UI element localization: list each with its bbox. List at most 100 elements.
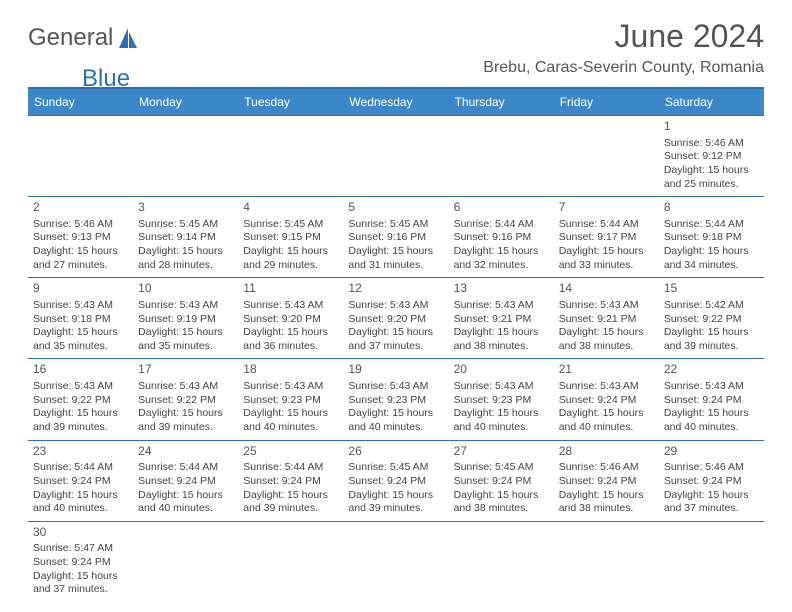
day-number: 14 — [559, 281, 654, 297]
calendar-day-cell: 15Sunrise: 5:42 AMSunset: 9:22 PMDayligh… — [659, 278, 764, 359]
sunrise-text: Sunrise: 5:43 AM — [454, 380, 549, 394]
daylight-text: Daylight: 15 hours and 40 minutes. — [33, 489, 128, 516]
sunset-text: Sunset: 9:24 PM — [243, 475, 338, 489]
day-number: 3 — [138, 200, 233, 216]
calendar-week-row: 30Sunrise: 5:47 AMSunset: 9:24 PMDayligh… — [28, 521, 764, 602]
calendar-empty-cell — [343, 116, 448, 197]
weekday-header: Thursday — [449, 88, 554, 116]
daylight-text: Daylight: 15 hours and 34 minutes. — [664, 245, 759, 272]
calendar-day-cell: 29Sunrise: 5:46 AMSunset: 9:24 PMDayligh… — [659, 440, 764, 521]
sunrise-text: Sunrise: 5:46 AM — [559, 461, 654, 475]
calendar-empty-cell — [133, 116, 238, 197]
sunset-text: Sunset: 9:24 PM — [33, 475, 128, 489]
daylight-text: Daylight: 15 hours and 31 minutes. — [348, 245, 443, 272]
sunrise-text: Sunrise: 5:46 AM — [664, 461, 759, 475]
sunset-text: Sunset: 9:17 PM — [559, 231, 654, 245]
daylight-text: Daylight: 15 hours and 28 minutes. — [138, 245, 233, 272]
daylight-text: Daylight: 15 hours and 40 minutes. — [454, 407, 549, 434]
daylight-text: Daylight: 15 hours and 40 minutes. — [348, 407, 443, 434]
sunrise-text: Sunrise: 5:43 AM — [243, 299, 338, 313]
daylight-text: Daylight: 15 hours and 38 minutes. — [454, 489, 549, 516]
sunrise-text: Sunrise: 5:45 AM — [243, 218, 338, 232]
daylight-text: Daylight: 15 hours and 27 minutes. — [33, 245, 128, 272]
calendar-day-cell: 26Sunrise: 5:45 AMSunset: 9:24 PMDayligh… — [343, 440, 448, 521]
daylight-text: Daylight: 15 hours and 35 minutes. — [33, 326, 128, 353]
day-number: 15 — [664, 281, 759, 297]
weekday-header: Tuesday — [238, 88, 343, 116]
daylight-text: Daylight: 15 hours and 38 minutes. — [559, 489, 654, 516]
sunset-text: Sunset: 9:21 PM — [454, 313, 549, 327]
page-header: General June 2024 Brebu, Caras-Severin C… — [28, 18, 764, 77]
calendar-day-cell: 2 Sunrise: 5:46 AMSunset: 9:13 PMDaylight… — [28, 197, 133, 278]
calendar-day-cell: 21Sunrise: 5:43 AMSunset: 9:24 PMDayligh… — [554, 359, 659, 440]
weekday-header: Friday — [554, 88, 659, 116]
sunset-text: Sunset: 9:19 PM — [138, 313, 233, 327]
weekday-header: Monday — [133, 88, 238, 116]
calendar-day-cell: 13 Sunrise: 5:43 AMSunset: 9:21 PMDayligh… — [449, 278, 554, 359]
calendar-empty-cell — [449, 116, 554, 197]
sunset-text: Sunset: 9:20 PM — [243, 313, 338, 327]
day-number: 11 — [243, 281, 338, 297]
daylight-text: Daylight: 15 hours and 38 minutes. — [454, 326, 549, 353]
calendar-week-row: 2Sunrise: 5:46 AMSunset: 9:13 PMDaylight… — [28, 197, 764, 278]
daylight-text: Daylight: 15 hours and 32 minutes. — [454, 245, 549, 272]
sunrise-text: Sunrise: 5:44 AM — [243, 461, 338, 475]
day-number: 13 — [454, 281, 549, 297]
sunrise-text: Sunrise: 5:43 AM — [348, 299, 443, 313]
day-number: 9 — [33, 281, 128, 297]
sunset-text: Sunset: 9:24 PM — [454, 475, 549, 489]
daylight-text: Daylight: 15 hours and 37 minutes. — [33, 570, 128, 597]
daylight-text: Daylight: 15 hours and 39 minutes. — [138, 407, 233, 434]
calendar-day-cell: 25Sunrise: 5:44 AMSunset: 9:24 PMDayligh… — [238, 440, 343, 521]
calendar-body: 1Sunrise: 5:46 AMSunset: 9:12 PMDaylight… — [28, 116, 764, 602]
daylight-text: Daylight: 15 hours and 35 minutes. — [138, 326, 233, 353]
sunrise-text: Sunrise: 5:43 AM — [348, 380, 443, 394]
daylight-text: Daylight: 15 hours and 40 minutes. — [138, 489, 233, 516]
sunrise-text: Sunrise: 5:46 AM — [664, 137, 759, 151]
calendar-day-cell: 6Sunrise: 5:44 AMSunset: 9:16 PMDaylight… — [449, 197, 554, 278]
day-number: 25 — [243, 444, 338, 460]
day-number: 1 — [664, 119, 759, 135]
sunset-text: Sunset: 9:21 PM — [559, 313, 654, 327]
sunset-text: Sunset: 9:18 PM — [664, 231, 759, 245]
day-number: 2 — [33, 200, 128, 216]
day-number: 17 — [138, 362, 233, 378]
sunrise-text: Sunrise: 5:43 AM — [243, 380, 338, 394]
day-number: 19 — [348, 362, 443, 378]
calendar-day-cell: 23Sunrise: 5:44 AMSunset: 9:24 PMDayligh… — [28, 440, 133, 521]
daylight-text: Daylight: 15 hours and 38 minutes. — [559, 326, 654, 353]
sunrise-text: Sunrise: 5:45 AM — [454, 461, 549, 475]
calendar-day-cell: 10Sunrise: 5:43 AMSunset: 9:19 PMDayligh… — [133, 278, 238, 359]
day-number: 30 — [33, 525, 128, 541]
calendar-day-cell: 9Sunrise: 5:43 AMSunset: 9:18 PMDaylight… — [28, 278, 133, 359]
weekday-header: Sunday — [28, 88, 133, 116]
calendar-day-cell: 18Sunrise: 5:43 AMSunset: 9:23 PMDayligh… — [238, 359, 343, 440]
daylight-text: Daylight: 15 hours and 39 minutes. — [348, 489, 443, 516]
location: Brebu, Caras-Severin County, Romania — [483, 59, 764, 77]
logo-text-general: General — [28, 24, 113, 52]
sunrise-text: Sunrise: 5:43 AM — [559, 380, 654, 394]
day-number: 23 — [33, 444, 128, 460]
sunset-text: Sunset: 9:24 PM — [33, 556, 128, 570]
calendar-day-cell: 7Sunrise: 5:44 AMSunset: 9:17 PMDaylight… — [554, 197, 659, 278]
calendar-empty-cell — [28, 116, 133, 197]
day-number: 21 — [559, 362, 654, 378]
sunrise-text: Sunrise: 5:46 AM — [33, 218, 128, 232]
daylight-text: Daylight: 15 hours and 39 minutes. — [664, 326, 759, 353]
day-number: 18 — [243, 362, 338, 378]
day-number: 28 — [559, 444, 654, 460]
sunrise-text: Sunrise: 5:42 AM — [664, 299, 759, 313]
sunset-text: Sunset: 9:24 PM — [559, 394, 654, 408]
title-block: June 2024 Brebu, Caras-Severin County, R… — [483, 18, 764, 77]
calendar-day-cell: 14Sunrise: 5:43 AMSunset: 9:21 PMDayligh… — [554, 278, 659, 359]
calendar-day-cell: 8Sunrise: 5:44 AMSunset: 9:18 PMDaylight… — [659, 197, 764, 278]
calendar-day-cell: 19Sunrise: 5:43 AMSunset: 9:23 PMDayligh… — [343, 359, 448, 440]
sunrise-text: Sunrise: 5:43 AM — [33, 299, 128, 313]
daylight-text: Daylight: 15 hours and 25 minutes. — [664, 164, 759, 191]
sunrise-text: Sunrise: 5:43 AM — [33, 380, 128, 394]
sunrise-text: Sunrise: 5:44 AM — [33, 461, 128, 475]
sunset-text: Sunset: 9:13 PM — [33, 231, 128, 245]
calendar-week-row: 23Sunrise: 5:44 AMSunset: 9:24 PMDayligh… — [28, 440, 764, 521]
daylight-text: Daylight: 15 hours and 40 minutes. — [243, 407, 338, 434]
sunrise-text: Sunrise: 5:43 AM — [454, 299, 549, 313]
